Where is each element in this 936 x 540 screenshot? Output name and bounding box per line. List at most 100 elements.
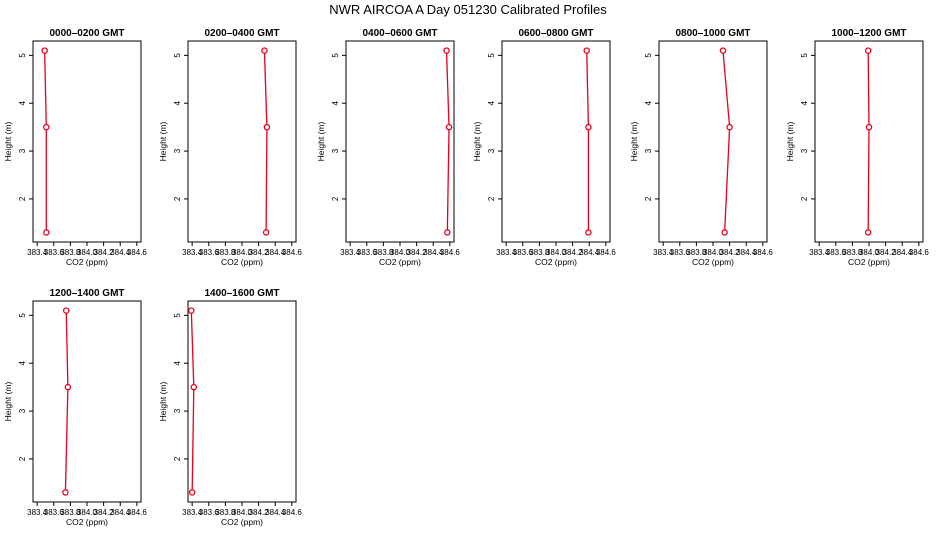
- profile-line: [586, 50, 590, 233]
- x-tick-label: 384.2: [249, 508, 270, 517]
- data-point: [719, 47, 727, 54]
- x-tick-label: 384.0: [77, 248, 98, 257]
- data-point: [585, 229, 592, 236]
- y-tick-label: 2: [331, 196, 340, 201]
- data-point: [43, 123, 50, 131]
- y-tick-label: 2: [18, 196, 27, 201]
- y-tick-label: 5: [173, 313, 182, 318]
- y-tick-label: 2: [173, 456, 182, 461]
- data-point: [865, 123, 873, 131]
- y-tick-label: 3: [18, 148, 27, 153]
- x-axis-label: CO2 (ppm): [692, 257, 734, 267]
- x-tick-label: 383.4: [182, 508, 203, 517]
- profile-panel: 1000–1200 GMT383.4383.6383.8384.0384.238…: [785, 28, 929, 267]
- data-point: [864, 47, 872, 54]
- figure-title: NWR AIRCOA A Day 051230 Calibrated Profi…: [329, 2, 607, 17]
- data-point: [190, 383, 198, 391]
- plot-frame: [32, 300, 142, 503]
- data-point: [444, 229, 451, 236]
- x-tick-label: 384.2: [94, 508, 115, 517]
- y-axis-label: Height (m): [785, 122, 795, 162]
- y-tick-label: 4: [18, 360, 27, 365]
- data-point: [62, 489, 69, 496]
- data-point: [726, 123, 733, 131]
- x-tick-label: 383.6: [44, 508, 65, 517]
- panel-title: 0400–0600 GMT: [362, 28, 437, 39]
- y-axis-label: Height (m): [3, 122, 13, 162]
- x-tick-label: 384.4: [892, 248, 913, 257]
- x-tick-label: 383.8: [373, 248, 394, 257]
- y-tick-label: 3: [18, 408, 27, 413]
- plot-frame: [32, 40, 142, 243]
- plot-frame: [187, 300, 297, 503]
- x-axis-label: CO2 (ppm): [221, 257, 263, 267]
- x-tick-label: 383.6: [513, 248, 534, 257]
- data-point: [188, 307, 195, 314]
- profile-line: [263, 50, 268, 233]
- x-tick-label: 384.0: [77, 508, 98, 517]
- x-tick-label: 384.2: [94, 248, 115, 257]
- y-axis-label: Height (m): [158, 122, 168, 162]
- data-point: [41, 47, 48, 54]
- x-tick-label: 384.0: [859, 248, 880, 257]
- x-tick-label: 383.6: [199, 508, 220, 517]
- x-tick-label: 384.6: [127, 508, 148, 517]
- x-tick-label: 384.0: [232, 508, 253, 517]
- x-tick-label: 384.2: [563, 248, 584, 257]
- plot-frame: [187, 40, 297, 243]
- y-tick-label: 4: [173, 100, 182, 105]
- y-axis-label: Height (m): [629, 122, 639, 162]
- x-tick-label: 383.8: [686, 248, 707, 257]
- x-axis-label: CO2 (ppm): [535, 257, 577, 267]
- y-tick-label: 2: [173, 196, 182, 201]
- y-tick-label: 4: [18, 100, 27, 105]
- y-tick-label: 2: [644, 196, 653, 201]
- y-tick-label: 4: [800, 100, 809, 105]
- data-point: [43, 229, 50, 236]
- x-tick-label: 383.4: [182, 248, 203, 257]
- y-tick-label: 2: [18, 456, 27, 461]
- profile-line: [722, 50, 731, 233]
- x-tick-label: 384.4: [265, 248, 286, 257]
- x-tick-label: 383.4: [653, 248, 674, 257]
- y-axis-label: Height (m): [316, 122, 326, 162]
- x-axis-label: CO2 (ppm): [221, 517, 263, 527]
- data-point: [262, 229, 270, 236]
- data-point: [263, 123, 271, 131]
- y-tick-label: 4: [644, 100, 653, 105]
- profile-panel: 0400–0600 GMT383.4383.6383.8384.0384.238…: [316, 28, 460, 267]
- x-tick-label: 384.0: [546, 248, 567, 257]
- data-point: [585, 123, 592, 131]
- x-tick-label: 384.2: [876, 248, 897, 257]
- profile-line: [64, 310, 69, 493]
- x-tick-label: 383.6: [670, 248, 691, 257]
- plot-frame: [501, 40, 611, 243]
- x-tick-label: 384.6: [282, 248, 303, 257]
- panel-title: 1400–1600 GMT: [204, 288, 279, 299]
- x-axis-label: CO2 (ppm): [66, 257, 108, 267]
- x-tick-label: 383.4: [496, 248, 517, 257]
- x-tick-label: 384.2: [720, 248, 741, 257]
- x-tick-label: 383.8: [529, 248, 550, 257]
- x-tick-label: 383.6: [826, 248, 847, 257]
- data-point: [64, 383, 72, 391]
- data-point: [188, 489, 196, 496]
- y-tick-label: 3: [644, 148, 653, 153]
- profile-panel: 0200–0400 GMT383.4383.6383.8384.0384.238…: [158, 28, 302, 267]
- profile-line: [43, 50, 47, 233]
- x-tick-label: 384.0: [232, 248, 253, 257]
- data-point: [443, 47, 450, 54]
- x-tick-label: 384.6: [596, 248, 617, 257]
- y-tick-label: 3: [173, 408, 182, 413]
- y-tick-label: 3: [173, 148, 182, 153]
- data-point: [583, 47, 590, 54]
- y-tick-label: 4: [331, 100, 340, 105]
- x-tick-label: 383.8: [842, 248, 863, 257]
- x-tick-label: 383.8: [215, 508, 236, 517]
- x-tick-label: 384.6: [282, 508, 303, 517]
- x-tick-label: 384.6: [753, 248, 774, 257]
- x-tick-label: 383.4: [27, 248, 48, 257]
- panel-title: 0600–0800 GMT: [518, 28, 593, 39]
